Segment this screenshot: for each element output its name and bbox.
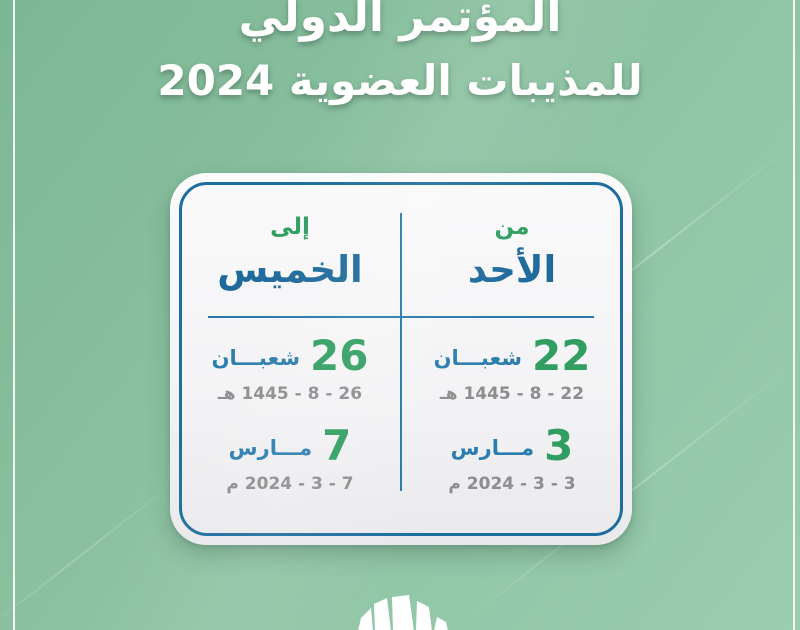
- title-line-2: للمذيبات العضوية 2024: [157, 56, 643, 105]
- to-hijri-day-number: 26: [309, 331, 369, 380]
- to-gregorian-line: 7 مـــارس: [229, 424, 352, 468]
- to-hijri-month-name: شعبـــان: [211, 346, 300, 370]
- from-gregorian-line: 3 مـــارس: [451, 424, 574, 468]
- from-hijri-line: 22 شعبـــان: [434, 334, 591, 378]
- to-day-name: الخميس: [217, 248, 363, 291]
- diagonal-streak: [0, 475, 184, 630]
- horizontal-divider: [208, 316, 594, 318]
- from-gregorian-day-number: 3: [544, 421, 574, 470]
- from-label: من: [494, 214, 530, 240]
- from-day-name: الأحد: [467, 248, 557, 291]
- from-hijri-month-name: شعبـــان: [433, 346, 522, 370]
- poster-title: المؤتمر الدولي للمذيبات العضوية 2024: [0, 0, 800, 112]
- card-content: من الأحد 22 شعبـــان 22 - 8 - 1445 هـ 3 …: [179, 182, 623, 536]
- to-hijri-line: 26 شعبـــان: [212, 334, 369, 378]
- palm-fan-logo-icon: [358, 595, 448, 630]
- to-column: إلى الخميس 26 شعبـــان 26 - 8 - 1445 هـ …: [179, 182, 401, 536]
- to-gregorian-full-date: 7 - 3 - 2024 م: [226, 474, 354, 494]
- to-gregorian-month-name: مـــارس: [228, 436, 313, 460]
- from-hijri-full-date: 22 - 8 - 1445 هـ: [439, 384, 585, 404]
- from-column: من الأحد 22 شعبـــان 22 - 8 - 1445 هـ 3 …: [401, 182, 623, 536]
- from-gregorian-full-date: 3 - 3 - 2024 م: [448, 474, 576, 494]
- right-frame-line: [793, 0, 795, 630]
- dates-card: من الأحد 22 شعبـــان 22 - 8 - 1445 هـ 3 …: [170, 173, 632, 545]
- vertical-divider: [400, 213, 402, 491]
- from-gregorian-month-name: مـــارس: [450, 436, 535, 460]
- left-frame-line: [13, 0, 15, 630]
- title-line-1: المؤتمر الدولي: [238, 0, 562, 42]
- to-gregorian-day-number: 7: [322, 421, 352, 470]
- to-label: إلى: [270, 214, 310, 240]
- to-hijri-full-date: 26 - 8 - 1445 هـ: [217, 384, 363, 404]
- from-hijri-day-number: 22: [531, 331, 591, 380]
